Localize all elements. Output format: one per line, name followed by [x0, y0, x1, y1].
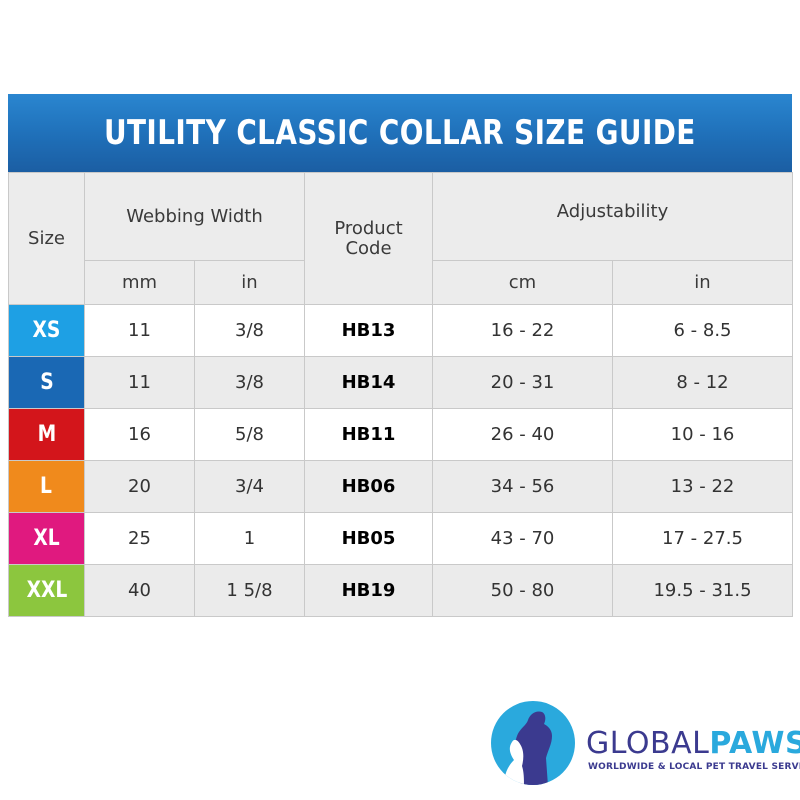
size-label: XS	[8, 304, 85, 357]
pet-silhouette-icon	[491, 701, 575, 785]
header-product-code: Product Code	[304, 172, 433, 305]
header-product-code-label: Product Code	[334, 217, 403, 259]
brand-paws: PAWS	[709, 726, 800, 761]
width-in-cell: 3/4	[194, 460, 305, 513]
header-adj-in: in	[612, 260, 793, 305]
width-in-cell: 3/8	[194, 356, 305, 409]
adjust-in-cell: 8 - 12	[612, 356, 793, 409]
width-mm-cell: 20	[84, 460, 195, 513]
table-row: L 20 3/4 HB06 34 - 56 13 - 22	[8, 460, 793, 513]
header-webbing-width: Webbing Width	[84, 172, 305, 261]
table-row: M 16 5/8 HB11 26 - 40 10 - 16	[8, 408, 793, 461]
globalpaws-logo: GLOBALPAWS WORLDWIDE & LOCAL PET TRAVEL …	[490, 700, 800, 785]
table-row: XL 25 1 HB05 43 - 70 17 - 27.5	[8, 512, 793, 565]
title-banner: UTILITY CLASSIC COLLAR SIZE GUIDE	[8, 94, 792, 172]
adjust-in-cell: 6 - 8.5	[612, 304, 793, 357]
size-label-text: XS	[32, 318, 61, 343]
width-mm-cell: 16	[84, 408, 195, 461]
width-in-cell: 5/8	[194, 408, 305, 461]
product-code-cell: HB14	[304, 356, 433, 409]
brand-global: GLOBAL	[586, 726, 710, 761]
adjust-cm-cell: 16 - 22	[432, 304, 613, 357]
adjust-cm-cell: 26 - 40	[432, 408, 613, 461]
table-row: XS 11 3/8 HB13 16 - 22 6 - 8.5	[8, 304, 793, 357]
product-code-cell: HB06	[304, 460, 433, 513]
header-size: Size	[8, 172, 85, 305]
width-mm-cell: 40	[84, 564, 195, 617]
size-label-text: M	[37, 422, 56, 447]
table-row: S 11 3/8 HB14 20 - 31 8 - 12	[8, 356, 793, 409]
size-table: Size Webbing Width Product Code Adjustab…	[8, 172, 793, 617]
adjust-in-cell: 19.5 - 31.5	[612, 564, 793, 617]
adjust-cm-cell: 43 - 70	[432, 512, 613, 565]
size-label-text: S	[39, 370, 54, 395]
adjust-in-cell: 13 - 22	[612, 460, 793, 513]
adjust-in-cell: 10 - 16	[612, 408, 793, 461]
size-label: L	[8, 460, 85, 513]
header-cm: cm	[432, 260, 613, 305]
size-guide: UTILITY CLASSIC COLLAR SIZE GUIDE Size W…	[8, 94, 793, 618]
width-in-cell: 1 5/8	[194, 564, 305, 617]
product-code-cell: HB13	[304, 304, 433, 357]
adjust-cm-cell: 20 - 31	[432, 356, 613, 409]
guide-title: UTILITY CLASSIC COLLAR SIZE GUIDE	[104, 113, 696, 153]
size-label-text: XL	[33, 526, 60, 551]
product-code-cell: HB19	[304, 564, 433, 617]
width-mm-cell: 25	[84, 512, 195, 565]
brand-name: GLOBALPAWS	[586, 726, 800, 761]
adjust-cm-cell: 50 - 80	[432, 564, 613, 617]
header-mm: mm	[84, 260, 195, 305]
header-row-1: Size Webbing Width Product Code Adjustab…	[8, 172, 793, 305]
header-row-2: mm in cm in	[9, 260, 793, 305]
table-row: XXL 40 1 5/8 HB19 50 - 80 19.5 - 31.5	[8, 564, 793, 617]
size-label: XXL	[8, 564, 85, 617]
header-adjustability: Adjustability	[432, 172, 793, 261]
width-in-cell: 1	[194, 512, 305, 565]
width-mm-cell: 11	[84, 356, 195, 409]
size-rows: XS 11 3/8 HB13 16 - 22 6 - 8.5 S 11 3/8 HB14 20 - …	[8, 304, 793, 617]
header-width-in: in	[194, 260, 305, 305]
adjust-cm-cell: 34 - 56	[432, 460, 613, 513]
product-code-cell: HB05	[304, 512, 433, 565]
size-label-text: L	[40, 474, 53, 499]
width-in-cell: 3/8	[194, 304, 305, 357]
product-code-cell: HB11	[304, 408, 433, 461]
size-label: M	[8, 408, 85, 461]
size-label-text: XXL	[26, 578, 67, 603]
size-label: XL	[8, 512, 85, 565]
size-label: S	[8, 356, 85, 409]
width-mm-cell: 11	[84, 304, 195, 357]
brand-tagline: WORLDWIDE & LOCAL PET TRAVEL SERVICE	[588, 762, 800, 772]
adjust-in-cell: 17 - 27.5	[612, 512, 793, 565]
